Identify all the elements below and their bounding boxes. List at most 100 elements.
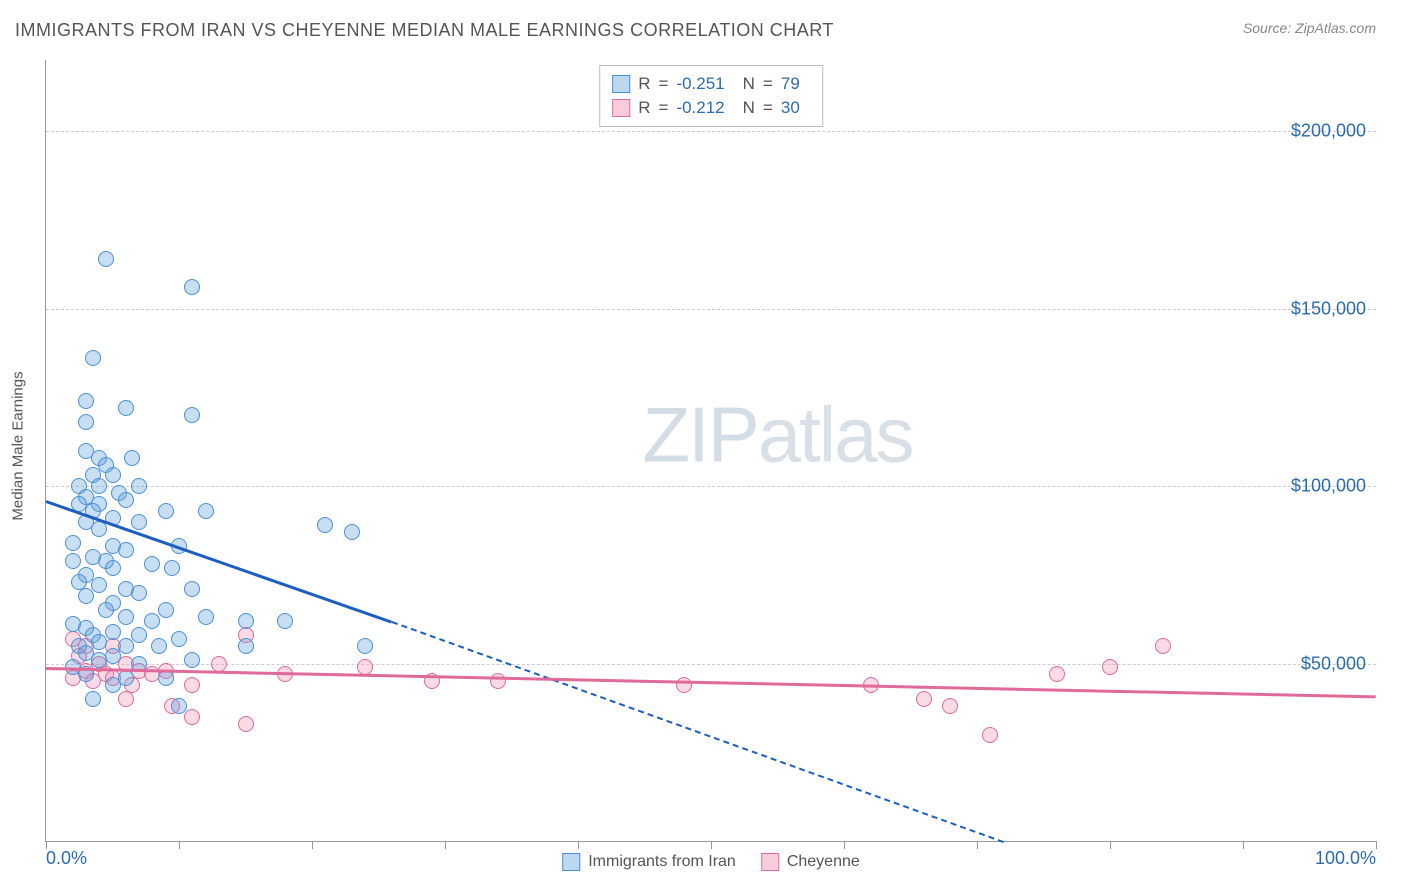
data-point: [98, 602, 114, 618]
data-point: [91, 577, 107, 593]
legend-swatch-b: [761, 853, 779, 871]
x-tick: [578, 841, 579, 849]
trend-line: [46, 667, 1376, 698]
x-axis-min-label: 0.0%: [46, 848, 87, 869]
r-value-a: -0.251: [676, 74, 724, 94]
y-tick-label: $200,000: [1291, 121, 1366, 142]
data-point: [124, 450, 140, 466]
grid-line: [46, 309, 1376, 310]
n-value-b: 30: [781, 98, 800, 118]
legend-item-b: Cheyenne: [761, 853, 860, 871]
data-point: [131, 585, 147, 601]
data-point: [158, 503, 174, 519]
data-point: [184, 279, 200, 295]
data-point: [184, 652, 200, 668]
data-point: [344, 524, 360, 540]
data-point: [118, 400, 134, 416]
y-tick-label: $100,000: [1291, 476, 1366, 497]
info-row-series-a: R= -0.251 N= 79: [612, 72, 810, 96]
x-axis-max-label: 100.0%: [1315, 848, 1376, 869]
legend-label-b: Cheyenne: [787, 853, 860, 871]
data-point: [65, 553, 81, 569]
data-point: [1049, 666, 1065, 682]
data-point: [131, 478, 147, 494]
data-point: [164, 560, 180, 576]
x-tick: [844, 841, 845, 849]
trend-line: [391, 621, 1003, 843]
correlation-info-box: R= -0.251 N= 79 R= -0.212 N= 30: [599, 65, 823, 127]
data-point: [171, 698, 187, 714]
data-point: [118, 492, 134, 508]
source-attribution: Source: ZipAtlas.com: [1243, 20, 1376, 38]
x-tick: [1110, 841, 1111, 849]
data-point: [171, 631, 187, 647]
y-tick-label: $150,000: [1291, 298, 1366, 319]
x-tick: [711, 841, 712, 849]
x-tick: [179, 841, 180, 849]
data-point: [144, 613, 160, 629]
y-tick-label: $50,000: [1301, 653, 1366, 674]
scatter-chart: ZIPatlas R= -0.251 N= 79 R= -0.212 N= 30…: [45, 60, 1376, 842]
legend-item-a: Immigrants from Iran: [562, 853, 736, 871]
data-point: [184, 677, 200, 693]
data-point: [91, 634, 107, 650]
swatch-series-a: [612, 75, 630, 93]
data-point: [357, 659, 373, 675]
data-point: [118, 542, 134, 558]
data-point: [131, 627, 147, 643]
data-point: [65, 535, 81, 551]
data-point: [184, 407, 200, 423]
legend-label-a: Immigrants from Iran: [588, 853, 736, 871]
data-point: [676, 677, 692, 693]
x-tick: [977, 841, 978, 849]
data-point: [78, 588, 94, 604]
x-tick: [445, 841, 446, 849]
data-point: [1102, 659, 1118, 675]
info-row-series-b: R= -0.212 N= 30: [612, 96, 810, 120]
data-point: [105, 560, 121, 576]
r-value-b: -0.212: [676, 98, 724, 118]
grid-line: [46, 131, 1376, 132]
data-point: [238, 613, 254, 629]
legend-swatch-a: [562, 853, 580, 871]
data-point: [118, 638, 134, 654]
data-point: [916, 691, 932, 707]
legend: Immigrants from Iran Cheyenne: [562, 853, 860, 871]
x-tick: [46, 841, 47, 849]
data-point: [91, 652, 107, 668]
data-point: [211, 656, 227, 672]
x-tick: [1376, 841, 1377, 849]
data-point: [198, 609, 214, 625]
data-point: [118, 609, 134, 625]
watermark: ZIPatlas: [642, 389, 912, 480]
data-point: [78, 414, 94, 430]
data-point: [277, 613, 293, 629]
x-tick: [1243, 841, 1244, 849]
data-point: [98, 251, 114, 267]
data-point: [198, 503, 214, 519]
data-point: [85, 691, 101, 707]
data-point: [317, 517, 333, 533]
data-point: [982, 727, 998, 743]
data-point: [357, 638, 373, 654]
data-point: [91, 478, 107, 494]
data-point: [78, 393, 94, 409]
data-point: [942, 698, 958, 714]
data-point: [184, 709, 200, 725]
n-value-a: 79: [781, 74, 800, 94]
y-axis-label: Median Male Earnings: [10, 371, 27, 520]
data-point: [158, 602, 174, 618]
data-point: [105, 677, 121, 693]
data-point: [238, 638, 254, 654]
data-point: [151, 638, 167, 654]
data-point: [118, 691, 134, 707]
swatch-series-b: [612, 99, 630, 117]
grid-line: [46, 486, 1376, 487]
data-point: [131, 514, 147, 530]
data-point: [144, 556, 160, 572]
data-point: [85, 350, 101, 366]
data-point: [105, 467, 121, 483]
data-point: [105, 624, 121, 640]
data-point: [238, 716, 254, 732]
chart-title: IMMIGRANTS FROM IRAN VS CHEYENNE MEDIAN …: [15, 20, 834, 41]
